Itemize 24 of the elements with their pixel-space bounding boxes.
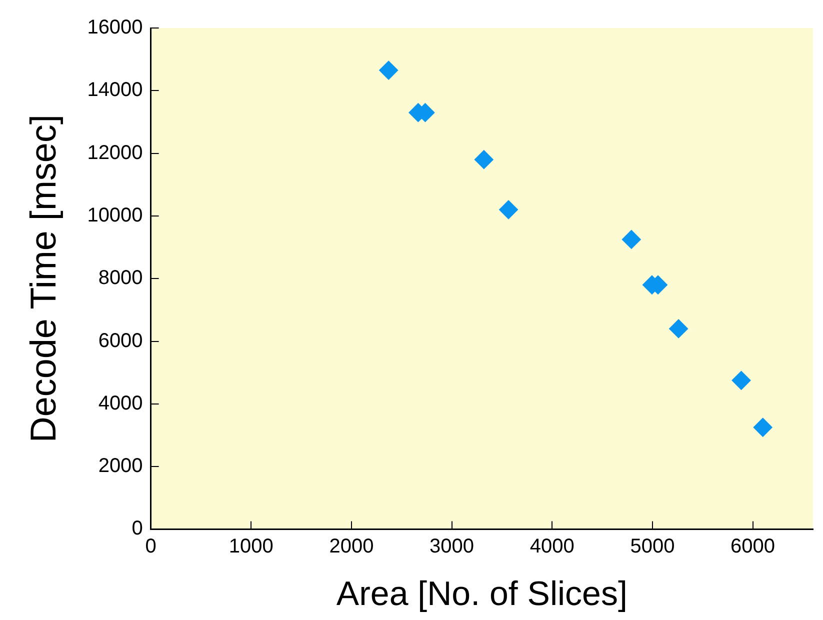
x-axis-title: Area [No. of Slices] — [336, 574, 628, 613]
point — [669, 319, 688, 338]
y-tick-label: 6000 — [98, 330, 143, 352]
point — [732, 370, 751, 390]
y-tick-label: 4000 — [98, 392, 143, 414]
point — [379, 60, 398, 80]
y-tick-label: 12000 — [87, 142, 143, 164]
point — [498, 200, 518, 220]
x-tick-label: 6000 — [730, 536, 776, 558]
y-tick-label: 0 — [132, 518, 143, 540]
x-tick-label: 5000 — [630, 536, 675, 558]
point — [753, 418, 772, 437]
x-tick-label: 3000 — [430, 536, 474, 558]
y-tick-label: 14000 — [87, 79, 143, 102]
y-tick-label: 8000 — [98, 267, 143, 290]
x-tick-label: 1000 — [228, 536, 274, 558]
y-tick-label: 16000 — [87, 16, 143, 39]
point — [622, 230, 641, 249]
point — [474, 150, 494, 170]
y-tick-label: 2000 — [98, 455, 143, 478]
y-tick-label: 10000 — [87, 204, 143, 226]
x-tick-label: 2000 — [329, 536, 374, 558]
x-tick-label: 4000 — [530, 536, 574, 558]
y-axis-title: Decode Time [msec] — [22, 114, 64, 443]
